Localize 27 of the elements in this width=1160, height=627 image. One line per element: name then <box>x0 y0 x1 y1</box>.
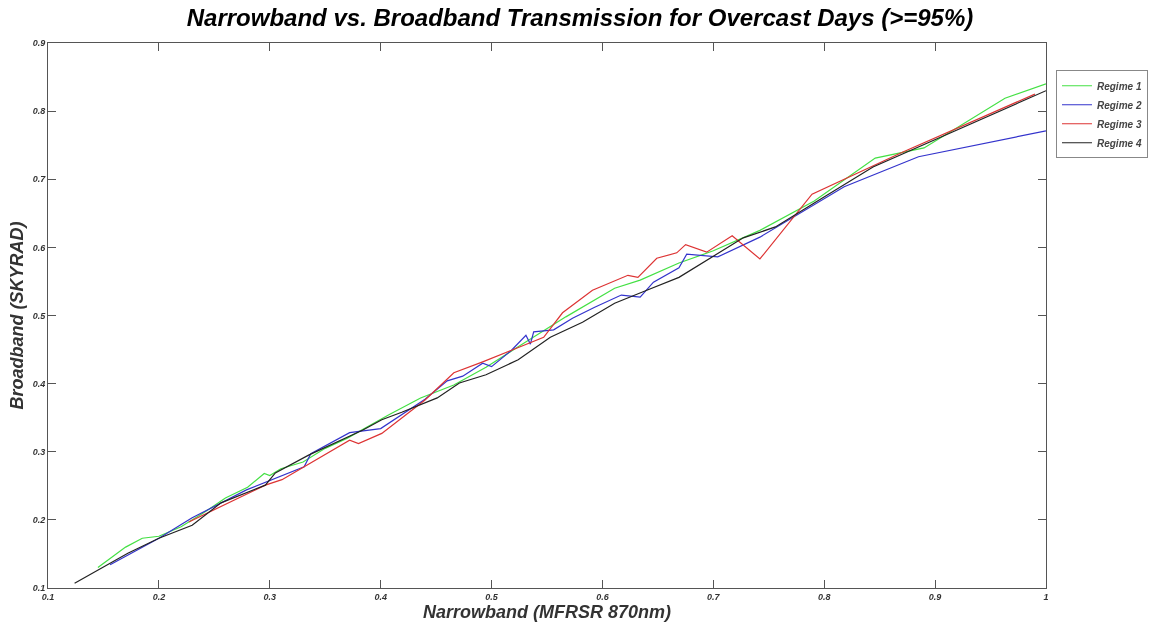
chart-title: Narrowband vs. Broadband Transmission for Overcast Days (>=95%) <box>186 4 974 32</box>
legend-label: Regime 3 <box>1096 118 1142 130</box>
legend-label: Regime 2 <box>1096 99 1142 111</box>
legend-label: Regime 4 <box>1096 137 1142 149</box>
x-tick-label: 0.1 <box>41 591 55 602</box>
x-tick-label: 0.4 <box>374 591 387 602</box>
y-tick-label: 0.9 <box>32 38 46 49</box>
x-tick-label: 0.2 <box>152 591 166 602</box>
x-axis-title: Narrowband (MFRSR 870nm) <box>422 601 672 622</box>
x-tick-label: 0.7 <box>707 591 721 602</box>
x-tick-label: 0.8 <box>817 591 831 602</box>
y-tick-label: 0.7 <box>32 174 47 185</box>
legend-label: Regime 1 <box>1096 80 1142 92</box>
y-tick-label: 0.3 <box>32 446 46 457</box>
y-tick-label: 0.6 <box>32 242 47 253</box>
y-tick-label: 0.2 <box>32 515 46 526</box>
y-tick-label: 0.8 <box>32 106 46 117</box>
y-tick-label: 0.1 <box>32 583 46 594</box>
x-tick-label: 0.9 <box>928 591 942 602</box>
y-axis-title: Broadband (SKYRAD) <box>6 221 27 410</box>
x-tick-label: 0.3 <box>263 591 277 602</box>
x-tick-label: 1 <box>1043 591 1049 602</box>
y-tick-label: 0.5 <box>32 310 47 321</box>
line-series <box>188 93 1036 523</box>
x-tick-label: 0.6 <box>596 591 610 602</box>
x-tick-label: 0.5 <box>485 591 499 602</box>
y-tick-label: 0.4 <box>32 378 46 389</box>
